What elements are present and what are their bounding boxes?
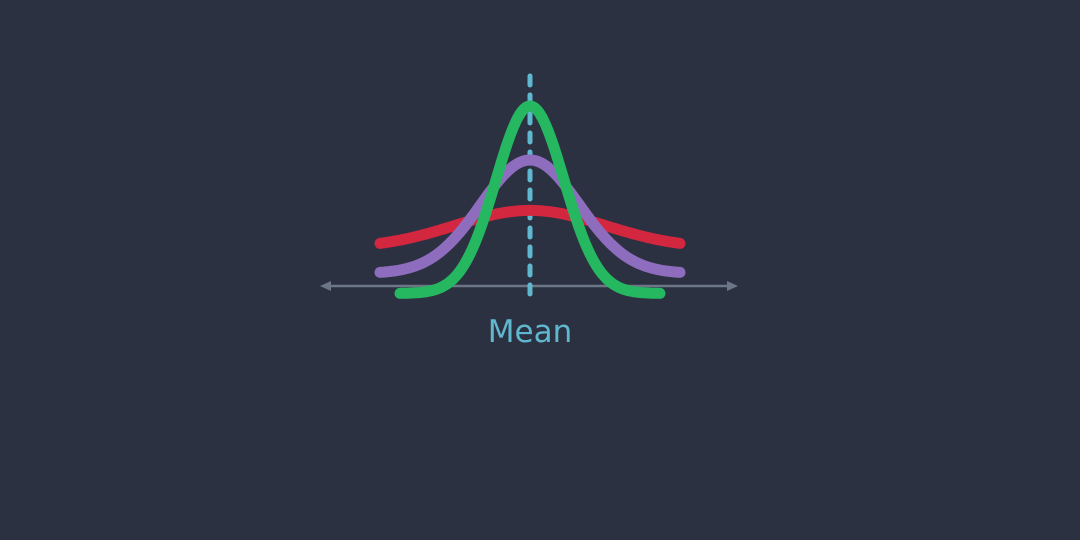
distribution-curves xyxy=(374,100,686,299)
curve-narrow xyxy=(394,100,666,299)
curve-wide xyxy=(374,204,686,249)
x-axis-right-arrow xyxy=(727,281,738,291)
mean-label: Mean xyxy=(488,314,572,350)
curve-medium xyxy=(374,154,686,278)
x-axis-left-arrow xyxy=(320,281,331,291)
